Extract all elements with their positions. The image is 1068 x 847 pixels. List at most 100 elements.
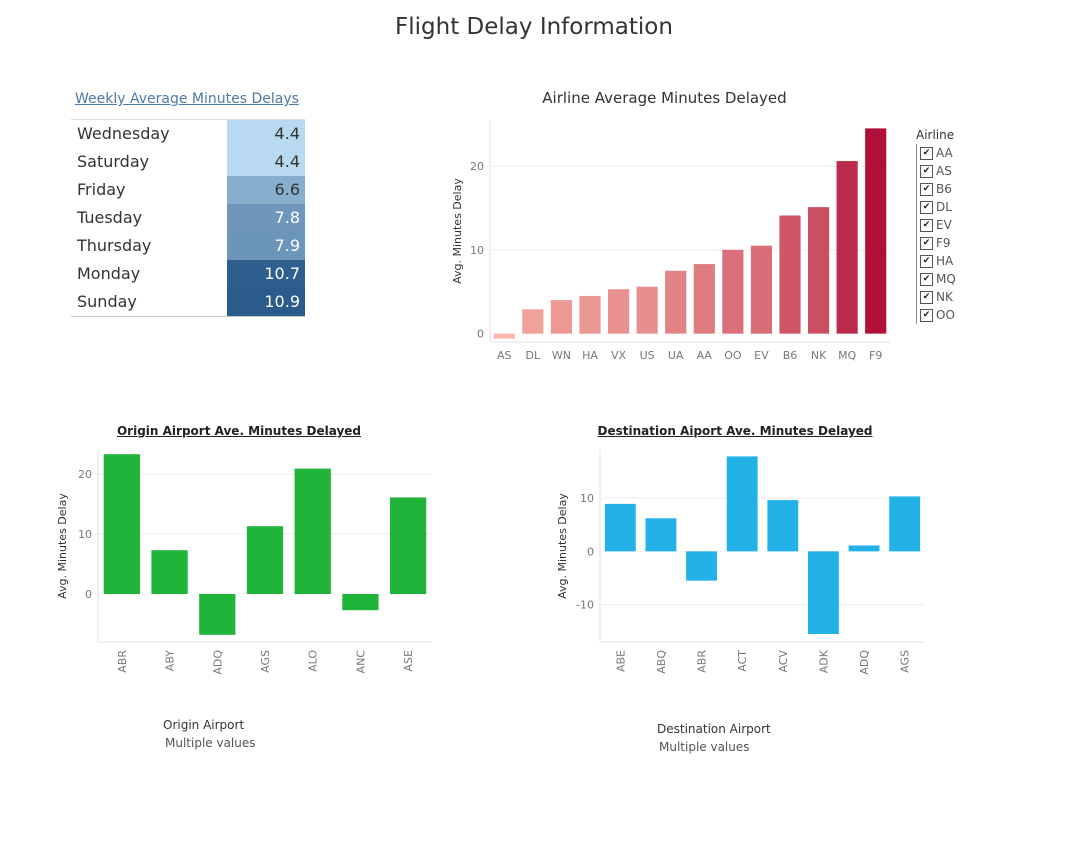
x-tick-label: ACV <box>777 650 790 673</box>
x-tick-label: ASE <box>402 650 415 672</box>
checkmark-icon[interactable]: ✔ <box>920 200 933 214</box>
bar-adk[interactable] <box>808 551 839 634</box>
x-tick-label: EV <box>754 349 769 362</box>
x-tick-label: ABE <box>614 650 627 672</box>
airline-chart-title: Airline Average Minutes Delayed <box>542 89 787 107</box>
y-axis-title: Avg. Minutes Delay <box>451 178 464 284</box>
bar-wn[interactable] <box>550 300 572 334</box>
legend-item-as[interactable]: ✔ AS <box>917 162 956 180</box>
destination-chart-title: Destination Aiport Ave. Minutes Delayed <box>597 424 873 438</box>
x-tick-label: WN <box>552 349 571 362</box>
table-row[interactable]: Friday 6.6 <box>71 176 305 204</box>
legend-item-oo[interactable]: ✔ OO <box>917 306 956 324</box>
bar-act[interactable] <box>726 456 758 552</box>
table-row[interactable]: Thursday 7.9 <box>71 232 305 260</box>
bar-abe[interactable] <box>604 503 636 552</box>
legend-item-f9[interactable]: ✔ F9 <box>917 234 956 252</box>
y-tick-label: 10 <box>470 244 484 257</box>
bar-us[interactable] <box>636 286 658 334</box>
legend-item-aa[interactable]: ✔ AA <box>917 144 956 162</box>
table-row[interactable]: Wednesday 4.4 <box>71 120 305 148</box>
x-tick-label: AGS <box>259 650 272 673</box>
bar-aa[interactable] <box>693 264 715 334</box>
legend-item-label: NK <box>936 290 953 304</box>
origin-chart-title: Origin Airport Ave. Minutes Delayed <box>116 424 362 438</box>
bar-ha[interactable] <box>579 295 601 334</box>
table-row[interactable]: Monday 10.7 <box>71 260 305 288</box>
airline-bar-chart: 0 10 20 AS DL WN HA VX US UA AA OO EV B6 NK MQ F9 Avg. Mi… <box>451 120 890 362</box>
airline-legend: Airline ✔ AA ✔ AS ✔ B6 ✔ DL ✔ EV ✔ F9 ✔ HA ✔ MQ ✔ NK ✔ OO <box>916 128 956 324</box>
x-tick-label: ANC <box>354 650 367 674</box>
checkmark-icon[interactable]: ✔ <box>920 290 933 304</box>
legend-item-label: B6 <box>936 182 952 196</box>
legend-item-label: F9 <box>936 236 951 250</box>
checkmark-icon[interactable]: ✔ <box>920 182 933 196</box>
legend-item-ha[interactable]: ✔ HA <box>917 252 956 270</box>
bar-mq[interactable] <box>836 161 858 334</box>
y-tick-label: -10 <box>576 599 594 612</box>
bar-anc[interactable] <box>342 594 379 611</box>
x-tick-label: B6 <box>783 349 798 362</box>
x-tick-label: ALO <box>307 650 320 672</box>
bar-b6[interactable] <box>779 215 801 334</box>
bar-ase[interactable] <box>390 497 427 594</box>
bar-dl[interactable] <box>522 309 544 334</box>
table-row[interactable]: Tuesday 7.8 <box>71 204 305 232</box>
table-row[interactable]: Saturday 4.4 <box>71 148 305 176</box>
y-tick-label: 0 <box>587 545 594 558</box>
table-row[interactable]: Sunday 10.9 <box>71 288 305 316</box>
bar-alo[interactable] <box>294 468 331 594</box>
x-tick-label: OO <box>724 349 742 362</box>
bar-abr[interactable] <box>103 454 140 594</box>
y-tick-label: 0 <box>477 328 484 341</box>
legend-item-ev[interactable]: ✔ EV <box>917 216 956 234</box>
x-tick-label: ABY <box>164 650 177 671</box>
bar-ua[interactable] <box>665 270 687 334</box>
origin-filter-dropdown[interactable]: Multiple values <box>165 736 256 750</box>
bar-nk[interactable] <box>808 207 830 334</box>
checkmark-icon[interactable]: ✔ <box>920 272 933 286</box>
bar-f9[interactable] <box>865 128 887 334</box>
legend-list: ✔ AA ✔ AS ✔ B6 ✔ DL ✔ EV ✔ F9 ✔ HA ✔ MQ ✔ NK ✔ OO <box>916 144 956 324</box>
x-tick-label: AGS <box>899 650 912 673</box>
bar-acv[interactable] <box>767 500 799 552</box>
x-tick-label: US <box>640 349 655 362</box>
bar-abr[interactable] <box>686 551 717 581</box>
legend-item-dl[interactable]: ✔ DL <box>917 198 956 216</box>
weekday-label: Sunday <box>77 292 137 311</box>
bar-adq[interactable] <box>848 545 880 552</box>
bar-ags[interactable] <box>889 496 921 552</box>
x-tick-label: HA <box>582 349 598 362</box>
checkmark-icon[interactable]: ✔ <box>920 236 933 250</box>
bar-vx[interactable] <box>608 289 630 334</box>
bar-abq[interactable] <box>645 518 677 552</box>
destination-filter-dropdown[interactable]: Multiple values <box>659 740 750 754</box>
bar-ev[interactable] <box>750 245 772 334</box>
legend-item-label: AS <box>936 164 952 178</box>
checkmark-icon[interactable]: ✔ <box>920 308 933 322</box>
legend-item-label: DL <box>936 200 952 214</box>
y-tick-label: 20 <box>470 160 484 173</box>
bar-as[interactable] <box>493 333 515 339</box>
y-tick-label: 0 <box>85 588 92 601</box>
legend-item-mq[interactable]: ✔ MQ <box>917 270 956 288</box>
checkmark-icon[interactable]: ✔ <box>920 164 933 178</box>
bar-oo[interactable] <box>722 249 744 334</box>
x-tick-label: MQ <box>838 349 856 362</box>
legend-item-label: MQ <box>936 272 956 286</box>
x-tick-label: ABR <box>696 650 709 673</box>
bar-aby[interactable] <box>151 550 188 594</box>
legend-item-b6[interactable]: ✔ B6 <box>917 180 956 198</box>
x-tick-label: ABQ <box>655 650 668 674</box>
weekday-label: Wednesday <box>77 124 170 143</box>
checkmark-icon[interactable]: ✔ <box>920 146 933 160</box>
weekly-table-title[interactable]: Weekly Average Minutes Delays <box>75 91 299 107</box>
bar-ags[interactable] <box>246 526 284 594</box>
weekday-delay-value: 7.8 <box>227 204 305 232</box>
legend-item-nk[interactable]: ✔ NK <box>917 288 956 306</box>
checkmark-icon[interactable]: ✔ <box>920 254 933 268</box>
y-tick-label: 10 <box>580 492 594 505</box>
weekday-label: Tuesday <box>77 208 143 227</box>
bar-adq[interactable] <box>199 594 236 635</box>
checkmark-icon[interactable]: ✔ <box>920 218 933 232</box>
